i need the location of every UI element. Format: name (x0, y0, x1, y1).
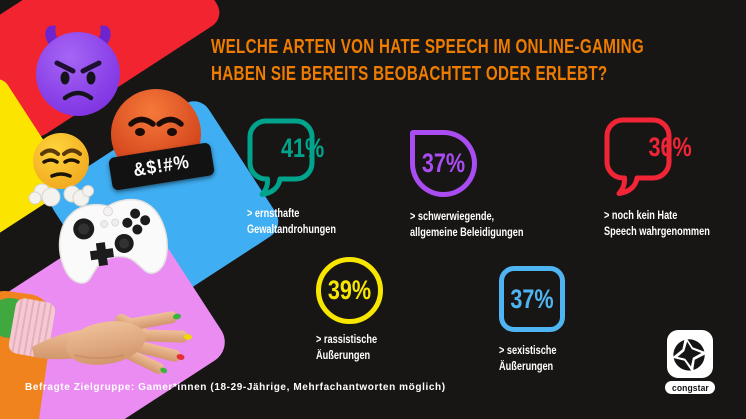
stat-value: 37% (510, 283, 554, 314)
stat-label-line: > schwerwiegende, (410, 211, 495, 223)
rounded-square-icon: 37% (499, 266, 565, 332)
devil-emoji-icon (36, 25, 120, 116)
stat-sexistische-aeusserungen: 37% > sexistische Äußerungen (499, 266, 571, 375)
stat-allgemeine-beleidigungen: 37% > schwerwiegende, allgemeine Beleidi… (410, 130, 552, 241)
collage: &$!#% (0, 0, 300, 419)
stat-label-line: Äußerungen (499, 360, 554, 373)
stat-value: 41% (280, 133, 325, 163)
stat-value: 36% (648, 132, 692, 162)
stat-label-line: > noch kein Hate (604, 210, 678, 222)
circle-shape-icon: 39% (316, 257, 383, 324)
steam-from-nose-emoji-icon (28, 133, 94, 207)
stat-kein-hate-speech: 36% > noch kein Hate Speech wahrgenommen (604, 117, 736, 240)
stat-rassistische-aeusserungen: 39% > rassistische Äußerungen (316, 257, 392, 364)
stat-ernsthafte-gewaltandrohungen: 41% > ernsthafte Gewaltandrohungen (247, 118, 358, 238)
speech-bubble-icon: 41% (247, 118, 358, 198)
stat-label: > ernsthafte Gewaltandrohungen (247, 207, 358, 238)
stat-label-line: Gewaltandrohungen (247, 223, 336, 236)
title-line-2: HABEN SIE BEREITS BEOBACHTET ODER ERLEBT… (211, 62, 608, 85)
title-line-1: WELCHE ARTEN VON HATE SPEECH IM ONLINE-G… (211, 35, 645, 58)
stat-label-line: Äußerungen (316, 349, 371, 362)
congstar-wordmark-text: congstar (671, 382, 709, 393)
drop-shape-icon: 37% (410, 130, 477, 197)
infographic-title: WELCHE ARTEN VON HATE SPEECH IM ONLINE-G… (211, 33, 746, 87)
survey-footnote: Befragte Zielgruppe: Gamer*innen (18-29-… (25, 382, 446, 393)
stat-value: 39% (327, 275, 372, 305)
congstar-wordmark: congstar (665, 381, 715, 394)
open-palm-icon (32, 311, 192, 374)
stat-label-line: > ernsthafte (247, 208, 300, 220)
censor-text: &$!#% (131, 151, 192, 181)
stat-label-line: > rassistische (316, 334, 378, 346)
congstar-logo: congstar (665, 329, 715, 395)
speech-bubble-icon: 36% (604, 117, 736, 197)
stat-label: > sexistische Äußerungen (499, 344, 571, 375)
stat-label: > schwerwiegende, allgemeine Beleidigung… (410, 210, 552, 241)
congstar-logo-mark-icon (667, 330, 713, 378)
stat-label-line: Speech wahrgenommen (604, 225, 710, 238)
stat-label: > noch kein Hate Speech wahrgenommen (604, 209, 736, 240)
stat-label-line: allgemeine Beleidigungen (410, 226, 524, 239)
open-hand-image (0, 280, 230, 419)
stat-label-line: > sexistische (499, 345, 557, 357)
game-controller-icon (58, 198, 168, 284)
stat-label: > rassistische Äußerungen (316, 333, 392, 364)
stat-value: 37% (421, 148, 466, 178)
